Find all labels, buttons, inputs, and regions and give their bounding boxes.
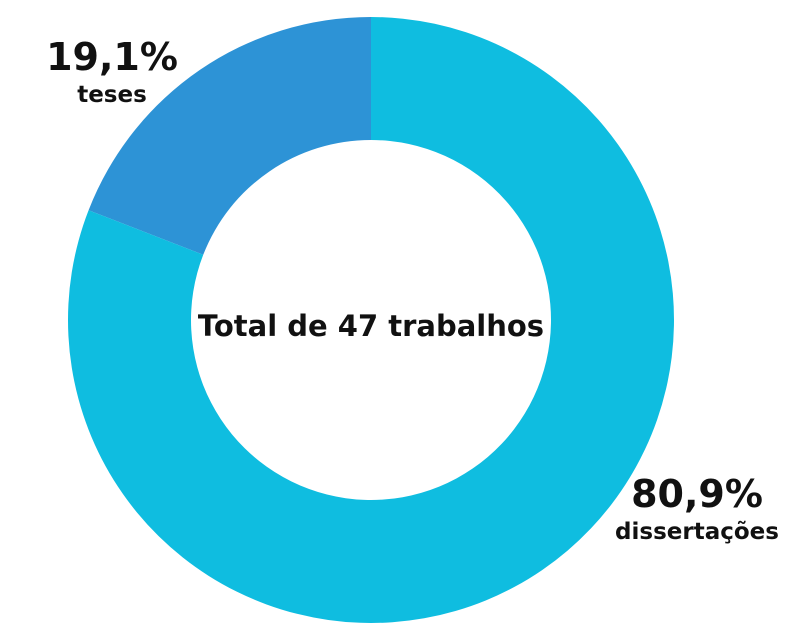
donut-slice-1 bbox=[68, 17, 674, 623]
slice-label-teses-value: 19,1% bbox=[46, 35, 178, 79]
slice-label-dissertacoes-name: dissertações bbox=[615, 519, 779, 545]
donut-slices bbox=[68, 17, 674, 623]
slice-label-dissertacoes-value: 80,9% bbox=[631, 472, 763, 516]
donut-slice-0 bbox=[88, 17, 371, 255]
slice-label-teses-name: teses bbox=[77, 82, 147, 108]
center-label: Total de 47 trabalhos bbox=[198, 309, 544, 343]
